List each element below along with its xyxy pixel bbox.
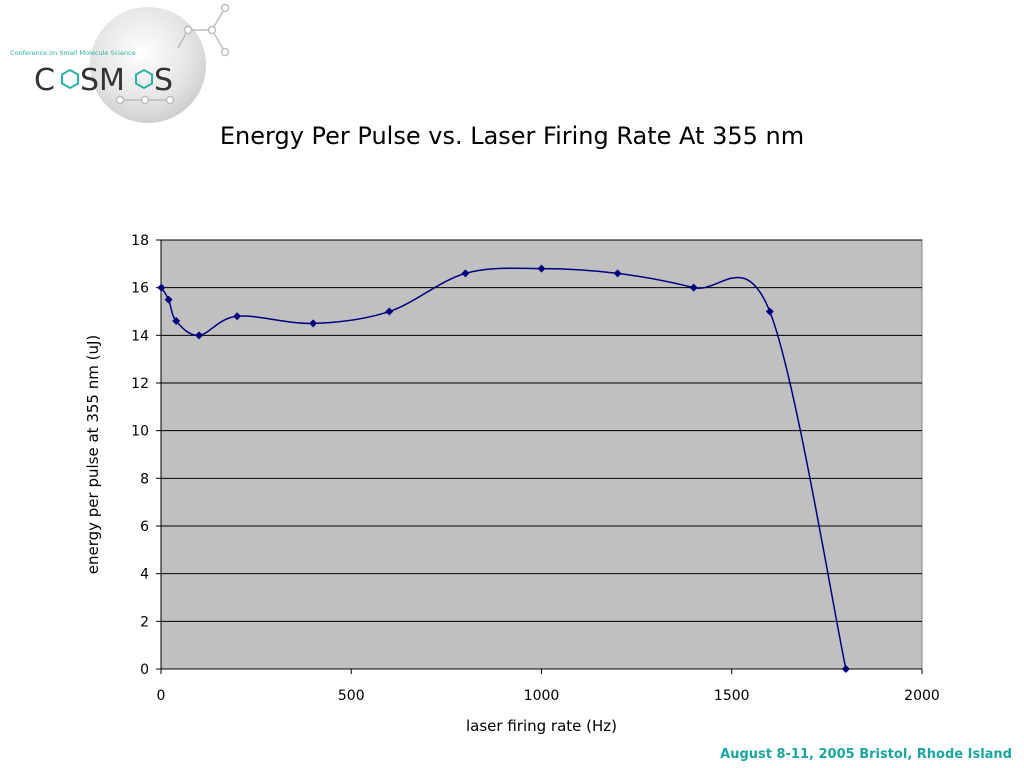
y-tick-label: 0 [140, 662, 149, 678]
data-point [309, 319, 318, 328]
y-tick-label: 4 [140, 567, 149, 583]
x-tick-label: 0 [157, 688, 166, 704]
x-tick-label: 1000 [524, 688, 560, 704]
data-point [765, 307, 774, 316]
x-tick-label: 2000 [904, 688, 940, 704]
logo-letter-s: S [154, 63, 173, 98]
x-tick-labels: 0 500 1000 1500 2000 [157, 688, 940, 704]
hexagon-icon [135, 68, 153, 90]
data-point [841, 665, 850, 673]
data-point [689, 283, 698, 292]
hexagon-icon [61, 68, 79, 90]
x-tick-label: 500 [338, 688, 365, 704]
data-point [157, 283, 166, 292]
y-tick-label: 8 [140, 471, 149, 487]
series-line [160, 267, 847, 670]
x-tick-label: 1500 [714, 688, 750, 704]
footer-text: August 8-11, 2005 Bristol, Rhode Island [720, 747, 1012, 762]
plot-area [160, 239, 923, 670]
y-tick-label: 14 [131, 328, 149, 344]
y-tick-label: 10 [131, 424, 149, 440]
data-point [233, 312, 242, 321]
y-tick-label: 16 [131, 281, 149, 297]
y-tick-label: 2 [140, 614, 149, 630]
y-tick-labels: 0 2 4 6 8 10 12 14 16 18 [131, 233, 149, 678]
data-point [537, 264, 546, 273]
data-point [195, 331, 204, 340]
y-tick-label: 18 [131, 233, 149, 249]
logo-sphere [90, 7, 206, 123]
molecule-graphic [115, 3, 230, 105]
logo-letters-sm: SM [80, 63, 125, 98]
data-point [613, 269, 622, 278]
chart-title: Energy Per Pulse vs. Laser Firing Rate A… [219, 122, 805, 150]
data-point [385, 307, 394, 316]
axes [160, 240, 923, 674]
logo-tagline: Conference on Small Molecule Science [10, 49, 136, 57]
data-point [461, 269, 470, 278]
y-tick-label: 12 [131, 376, 149, 392]
x-axis-label: laser firing rate (Hz) [466, 717, 617, 735]
y-axis-label: energy per pulse at 355 nm (uJ) [84, 335, 102, 575]
cosmos-logo: Conference on Small Molecule Science C S… [10, 3, 230, 123]
data-point [172, 317, 181, 326]
y-tick-label: 6 [140, 519, 149, 535]
data-points [157, 264, 850, 673]
data-point [164, 295, 173, 304]
logo-letter-c: C [34, 63, 55, 98]
